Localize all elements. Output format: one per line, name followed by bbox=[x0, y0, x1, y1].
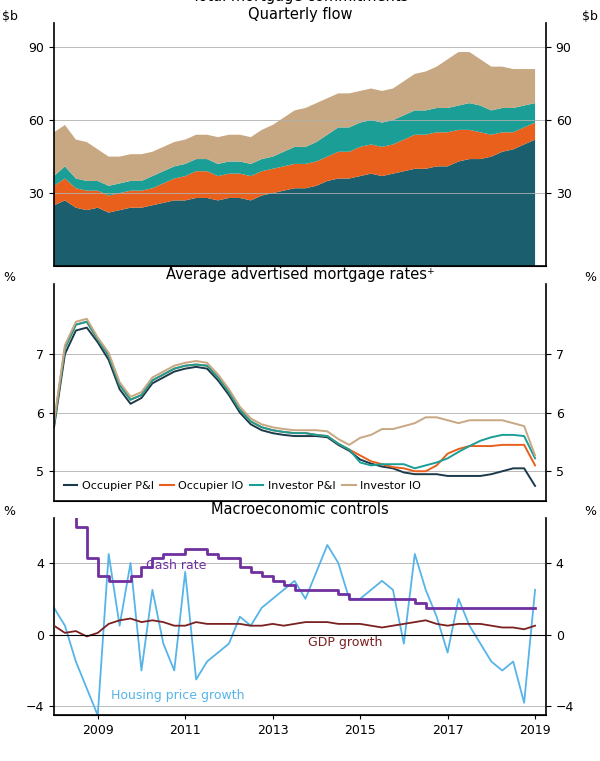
Text: $b: $b bbox=[583, 10, 598, 23]
Title: Macroeconomic controls: Macroeconomic controls bbox=[211, 502, 389, 517]
Text: Housing price growth: Housing price growth bbox=[111, 689, 244, 702]
Legend: Occupier P&I, Occupier IO, Investor P&I, Investor IO: Occupier P&I, Occupier IO, Investor P&I,… bbox=[59, 476, 425, 495]
Title: Total mortgage commitments
Quarterly flow: Total mortgage commitments Quarterly flo… bbox=[192, 0, 408, 21]
Text: %: % bbox=[4, 505, 16, 518]
Text: %: % bbox=[584, 271, 596, 284]
Text: Cash rate: Cash rate bbox=[146, 559, 206, 572]
Text: $b: $b bbox=[2, 10, 17, 23]
Text: %: % bbox=[4, 271, 16, 284]
Text: GDP growth: GDP growth bbox=[308, 636, 382, 649]
Text: %: % bbox=[584, 505, 596, 518]
Title: Average advertised mortgage rates⁺: Average advertised mortgage rates⁺ bbox=[166, 267, 434, 282]
